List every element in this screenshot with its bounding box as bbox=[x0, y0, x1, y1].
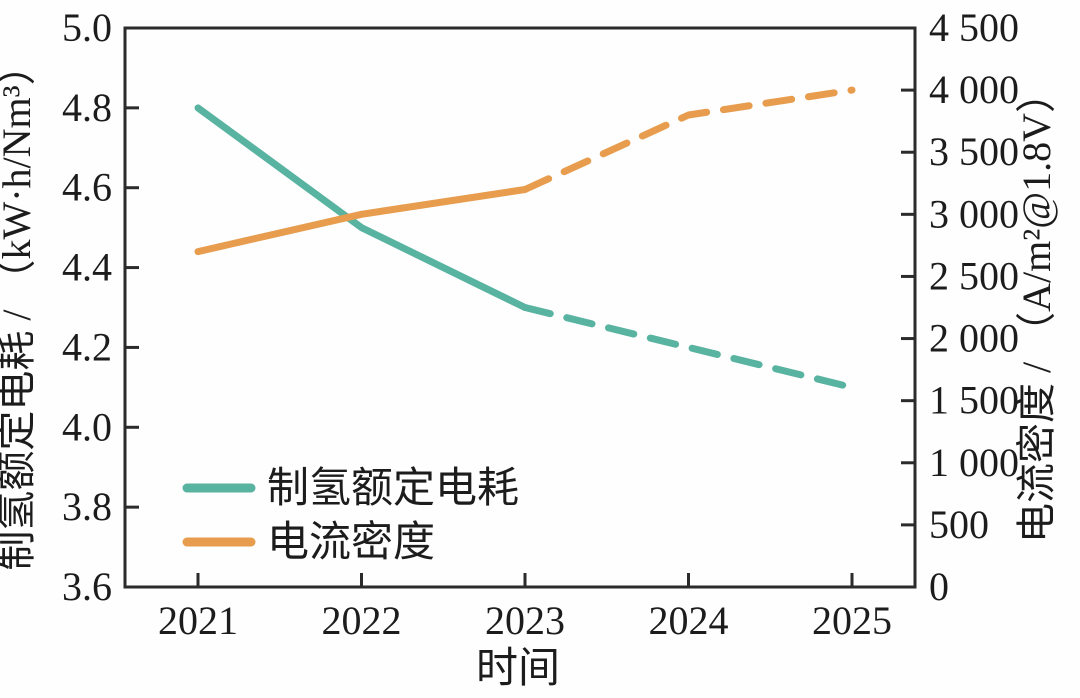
right-axis-tick-label: 1 500 bbox=[929, 378, 1019, 423]
left-axis-tick-label: 4.4 bbox=[62, 245, 112, 290]
x-axis-tick-label: 2023 bbox=[485, 598, 565, 643]
right-axis-tick-label: 1 000 bbox=[929, 440, 1019, 485]
left-axis-tick-label: 4.0 bbox=[62, 404, 112, 449]
right-axis-title: 电流密度 / （A/m²@1.8V） bbox=[1014, 73, 1059, 543]
x-axis-tick-label: 2025 bbox=[812, 598, 892, 643]
left-axis-tick-label: 3.6 bbox=[62, 564, 112, 609]
x-axis-tick-label: 2021 bbox=[158, 598, 238, 643]
legend-label: 电流密度 bbox=[267, 519, 435, 566]
right-axis-tick-label: 3 500 bbox=[929, 129, 1019, 174]
right-axis-tick-label: 4 500 bbox=[929, 5, 1019, 50]
left-axis-tick-label: 4.6 bbox=[62, 165, 112, 210]
left-axis-tick-label: 5.0 bbox=[62, 5, 112, 50]
right-axis-tick-label: 0 bbox=[929, 564, 949, 609]
left-axis-tick-label: 4.2 bbox=[62, 324, 112, 369]
right-axis-tick-label: 2 000 bbox=[929, 316, 1019, 361]
x-axis-tick-label: 2024 bbox=[649, 598, 729, 643]
series-1-dashed-line bbox=[521, 86, 856, 193]
series-1-solid-line bbox=[194, 186, 529, 256]
right-axis-tick-label: 3 000 bbox=[929, 191, 1019, 236]
series-0-dashed-line bbox=[521, 304, 856, 391]
legend-label: 制氢额定电耗 bbox=[267, 465, 519, 512]
x-axis-title: 时间 bbox=[476, 646, 560, 692]
right-axis-tick-label: 2 500 bbox=[929, 253, 1019, 298]
series-0-solid-line bbox=[194, 104, 529, 311]
right-axis-tick-label: 4 000 bbox=[929, 67, 1019, 112]
left-axis-title: 制氢额定电耗 / （kW·h/Nm³） bbox=[0, 45, 39, 570]
x-axis-tick-label: 2022 bbox=[322, 598, 402, 643]
right-axis-tick-label: 500 bbox=[929, 502, 989, 547]
plot-frame bbox=[123, 26, 917, 589]
left-axis-tick-label: 3.8 bbox=[62, 484, 112, 529]
left-axis-tick-label: 4.8 bbox=[62, 85, 112, 130]
